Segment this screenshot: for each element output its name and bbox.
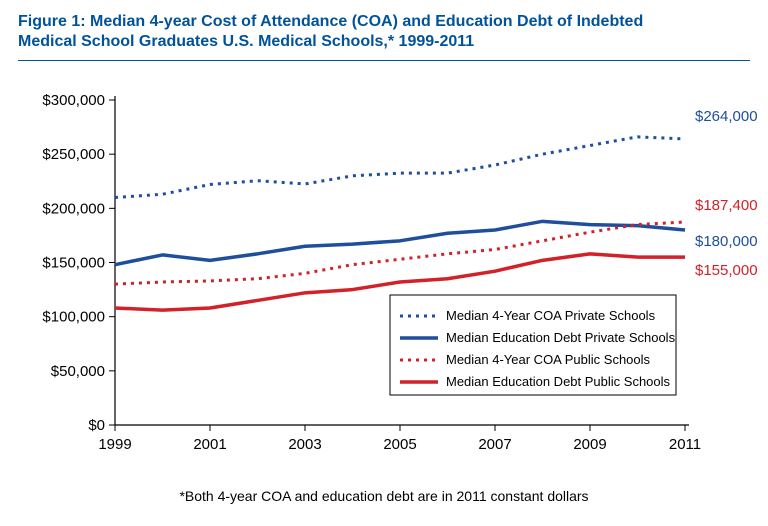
y-tick-label: $250,000 — [42, 146, 105, 163]
y-tick-label: $300,000 — [42, 92, 105, 109]
x-tick-label: 2009 — [573, 436, 606, 453]
legend-label-debt_private: Median Education Debt Private Schools — [446, 330, 676, 345]
x-tick-label: 2007 — [478, 436, 511, 453]
y-tick-label: $200,000 — [42, 200, 105, 217]
x-tick-label: 2003 — [288, 436, 321, 453]
series-debt_private — [115, 221, 685, 264]
series-end-label-debt_private: $180,000 — [695, 233, 758, 250]
x-tick-label: 2001 — [193, 436, 226, 453]
y-tick-label: $150,000 — [42, 255, 105, 272]
y-tick-label: $50,000 — [51, 363, 105, 380]
x-tick-label: 2011 — [669, 436, 701, 453]
footnote-text: *Both 4-year COA and education debt are … — [0, 488, 768, 504]
legend-label-coa_private: Median 4-Year COA Private Schools — [446, 308, 656, 323]
series-end-label-debt_public: $155,000 — [695, 262, 758, 279]
figure-title: Figure 1: Median 4-year Cost of Attendan… — [18, 12, 750, 52]
x-tick-label: 1999 — [98, 436, 131, 453]
x-tick-label: 2005 — [383, 436, 416, 453]
y-tick-label: $100,000 — [42, 309, 105, 326]
series-coa_private — [115, 137, 685, 198]
figure-title-line-2: Medical School Graduates U.S. Medical Sc… — [18, 32, 750, 52]
series-end-label-coa_public: $187,400 — [695, 197, 758, 214]
figure-title-line-1: Figure 1: Median 4-year Cost of Attendan… — [18, 12, 750, 32]
y-tick-label: $0 — [88, 417, 105, 434]
series-end-label-coa_private: $264,000 — [695, 108, 758, 125]
figure-container: Figure 1: Median 4-year Cost of Attendan… — [0, 0, 768, 526]
legend-label-debt_public: Median Education Debt Public Schools — [446, 374, 671, 389]
line-chart: $0 $50,000 $100,000 $150,000 $200,000 $250,00… — [0, 70, 768, 470]
legend-label-coa_public: Median 4-Year COA Public Schools — [446, 352, 651, 367]
title-divider — [18, 60, 750, 61]
